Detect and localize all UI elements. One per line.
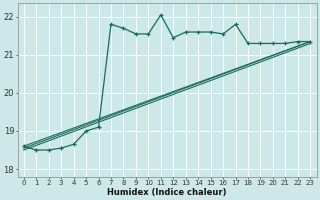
X-axis label: Humidex (Indice chaleur): Humidex (Indice chaleur): [107, 188, 227, 197]
